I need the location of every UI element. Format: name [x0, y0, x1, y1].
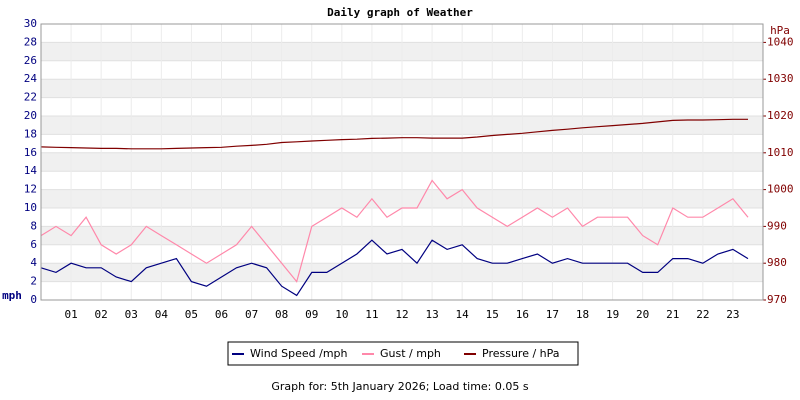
x-tick-label: 07 — [245, 308, 258, 321]
y2-tick-label: 1010 — [767, 146, 794, 159]
x-tick-label: 06 — [215, 308, 228, 321]
series-line — [40, 239, 749, 297]
x-tick-label: 17 — [546, 308, 559, 321]
y-tick-label: 8 — [30, 219, 37, 232]
plot — [40, 118, 749, 297]
x-tick-label: 12 — [395, 308, 408, 321]
y-tick-label: 20 — [24, 109, 37, 122]
x-tick-label: 14 — [456, 308, 470, 321]
legend-box — [227, 341, 579, 366]
x-tick-label: 09 — [305, 308, 318, 321]
x-tick-label: 18 — [576, 308, 589, 321]
y2-axis-label: hPa — [770, 24, 790, 37]
x-tick-label: 01 — [64, 308, 77, 321]
y2-tick-label: 980 — [767, 256, 787, 269]
x-tick-label: 15 — [486, 308, 499, 321]
y-tick-label: 24 — [24, 72, 38, 85]
grid — [41, 23, 763, 301]
y-tick-label: 30 — [24, 17, 37, 30]
y2-tick-label: 1020 — [767, 109, 794, 122]
x-tick-label: 08 — [275, 308, 288, 321]
legend-label: Pressure / hPa — [482, 347, 560, 360]
x-tick-label: 11 — [365, 308, 378, 321]
x-tick-label: 05 — [185, 308, 198, 321]
y2-tick-label: 1040 — [767, 35, 794, 48]
x-tick-label: 20 — [636, 308, 649, 321]
chart-title: Daily graph of Weather — [327, 6, 473, 19]
y-tick-label: 28 — [24, 35, 37, 48]
x-tick-label: 02 — [95, 308, 108, 321]
y2-tick-label: 990 — [767, 219, 787, 232]
x-tick-label: 04 — [155, 308, 169, 321]
x-tick-label: 16 — [516, 308, 529, 321]
x-tick-label: 21 — [666, 308, 679, 321]
x-tick-label: 10 — [335, 308, 348, 321]
legend-label: Gust / mph — [380, 347, 441, 360]
x-tick-label: 13 — [425, 308, 438, 321]
y-tick-label: 22 — [24, 91, 37, 104]
y-tick-label: 0 — [30, 293, 37, 306]
y-tick-label: 2 — [30, 275, 37, 288]
y-tick-label: 10 — [24, 201, 37, 214]
footer: Graph for: 5th January 2026; Load time: … — [271, 380, 528, 393]
x-tick-label: 22 — [696, 308, 709, 321]
y-tick-label: 4 — [30, 256, 37, 269]
y-axis-label: mph — [2, 289, 22, 302]
y-tick-label: 26 — [24, 54, 37, 67]
y2-tick-label: 970 — [767, 293, 787, 306]
y-tick-label: 6 — [30, 238, 37, 251]
series-line — [40, 179, 749, 283]
legend-label: Wind Speed /mph — [250, 347, 348, 360]
y2-tick-label: 1030 — [767, 72, 794, 85]
y-tick-label: 12 — [24, 183, 37, 196]
x-tick-label: 19 — [606, 308, 619, 321]
plot-frame — [40, 23, 764, 301]
x-tick-label: 23 — [726, 308, 739, 321]
y-tick-label: 16 — [24, 146, 37, 159]
y2-tick-label: 1000 — [767, 183, 794, 196]
y-tick-label: 18 — [24, 127, 37, 140]
series-line — [40, 118, 748, 150]
x-tick-label: 03 — [125, 308, 138, 321]
y-tick-label: 14 — [24, 164, 38, 177]
